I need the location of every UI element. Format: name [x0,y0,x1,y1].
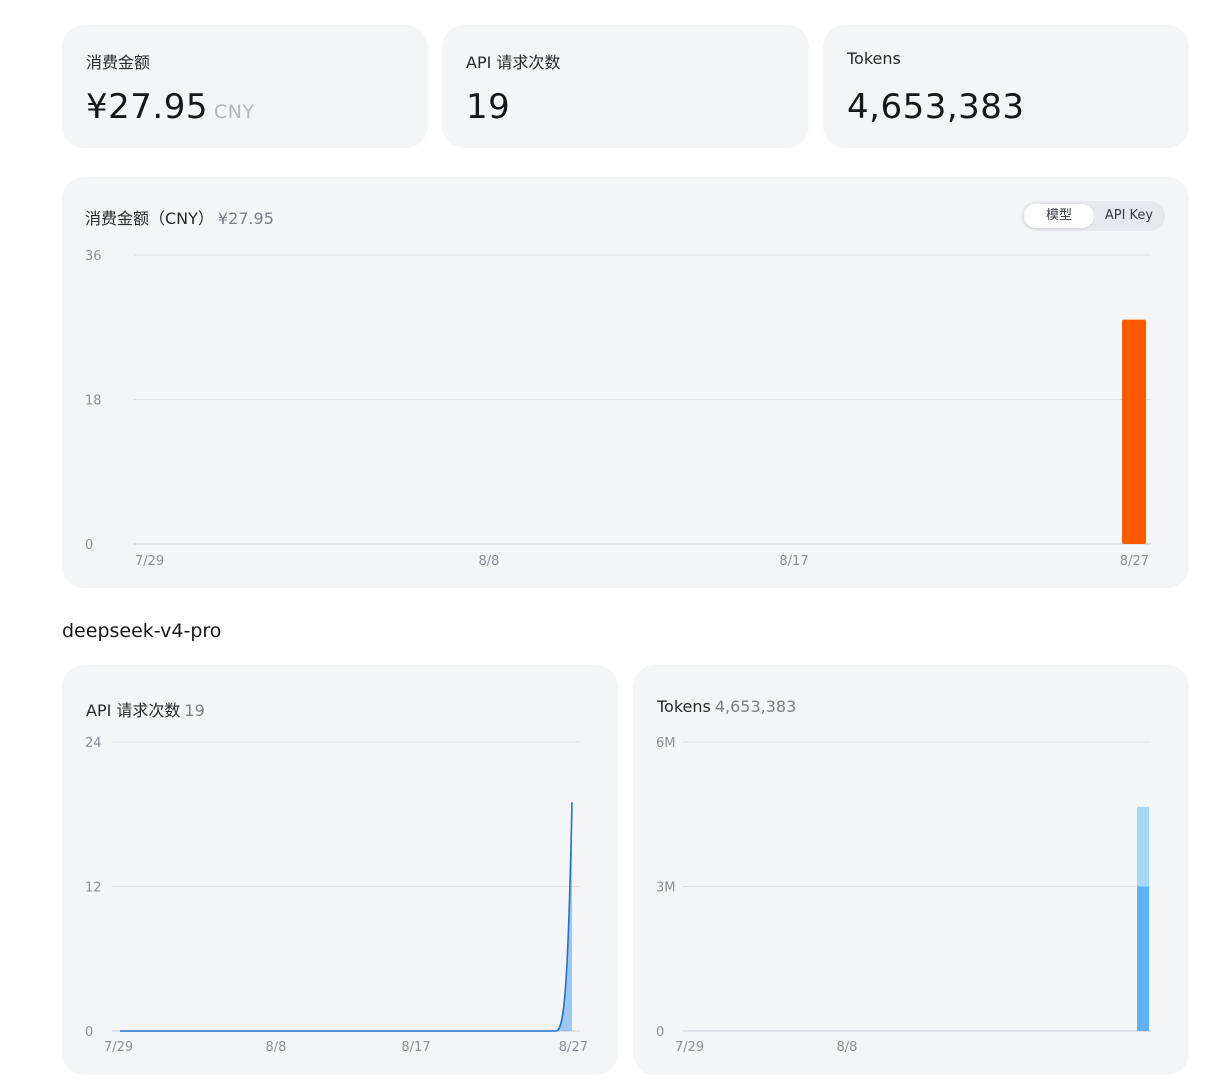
requests-stat-card: API 请求次数 19 [442,25,809,148]
x-tick-label: 8/27 [1120,554,1149,569]
y-tick-label: 0 [85,1025,93,1040]
y-tick-label: 36 [85,249,102,264]
y-tick-label: 12 [85,881,102,896]
cost-stat-card: 消费金额 ¥27.95 CNY [62,25,428,148]
cost-chart-title: 消费金额（CNY） ¥27.95 [85,205,274,229]
x-tick-label: 8/17 [779,554,808,569]
x-tick-label: 8/8 [479,554,500,569]
y-tick-label: 24 [85,736,102,751]
tokens-stat-label: Tokens [847,49,901,68]
x-tick-label: 7/29 [104,1040,133,1055]
cost-amount: ¥27.95 [86,87,208,127]
requests-chart-card: API 请求次数 19 0 12 24 7/29 8/8 8/17 8/27 [62,665,618,1075]
requests-area-chart: 0 12 24 7/29 8/8 8/17 8/27 [85,736,588,1055]
y-tick-label: 6M [656,736,676,751]
group-by-toggle[interactable]: 模型 API Key [1021,201,1165,231]
toggle-model-option[interactable]: 模型 [1024,204,1094,228]
x-tick-label: 8/17 [401,1040,430,1055]
tokens-stat-value: 4,653,383 [847,87,1025,127]
tokens-bar-segment-primary [1137,886,1149,1031]
cost-chart-title-text: 消费金额（CNY） [85,209,214,228]
model-section-title: deepseek-v4-pro [62,620,222,642]
requests-stat-value: 19 [466,87,511,127]
requests-chart-title-text: API 请求次数 [86,701,181,720]
x-tick-label: 8/8 [837,1040,858,1055]
requests-chart-total: 19 [184,701,205,720]
tokens-bar-segment-secondary [1137,806,1149,887]
requests-stat-label: API 请求次数 [466,53,561,72]
requests-chart-title: API 请求次数 19 [86,697,205,721]
x-tick-label: 7/29 [675,1040,704,1055]
tokens-chart-title-text: Tokens [657,697,711,716]
cost-bar-chart: 0 18 36 7/29 8/8 8/17 8/27 [85,249,1151,569]
requests-series-line [120,802,573,1032]
x-tick-label: 7/29 [135,554,164,569]
cost-chart-card: 消费金额（CNY） ¥27.95 模型 API Key 0 18 36 7/29 8/8 8… [62,177,1189,588]
cost-stat-value: ¥27.95 CNY [86,87,255,127]
y-tick-label: 0 [656,1025,664,1040]
y-tick-label: 3M [656,881,676,896]
cost-bar [1122,319,1146,544]
tokens-chart-total: 4,653,383 [714,697,797,716]
tokens-bar-chart: 0 3M 6M 7/29 8/8 [656,736,1151,1055]
tokens-chart-title: Tokens 4,653,383 [657,697,796,716]
requests-area-fill [120,802,572,1031]
cost-stat-label: 消费金额 [86,53,151,72]
x-tick-label: 8/8 [266,1040,287,1055]
cost-chart-total: ¥27.95 [217,209,274,228]
x-tick-label: 8/27 [559,1040,588,1055]
y-tick-label: 0 [85,538,93,553]
y-tick-label: 18 [85,394,102,409]
tokens-stat-card: Tokens 4,653,383 [823,25,1189,148]
tokens-chart-card: Tokens 4,653,383 0 3M 6M 7/29 8/8 [633,665,1189,1075]
cost-unit: CNY [213,101,255,123]
toggle-api-key-option[interactable]: API Key [1104,208,1154,223]
